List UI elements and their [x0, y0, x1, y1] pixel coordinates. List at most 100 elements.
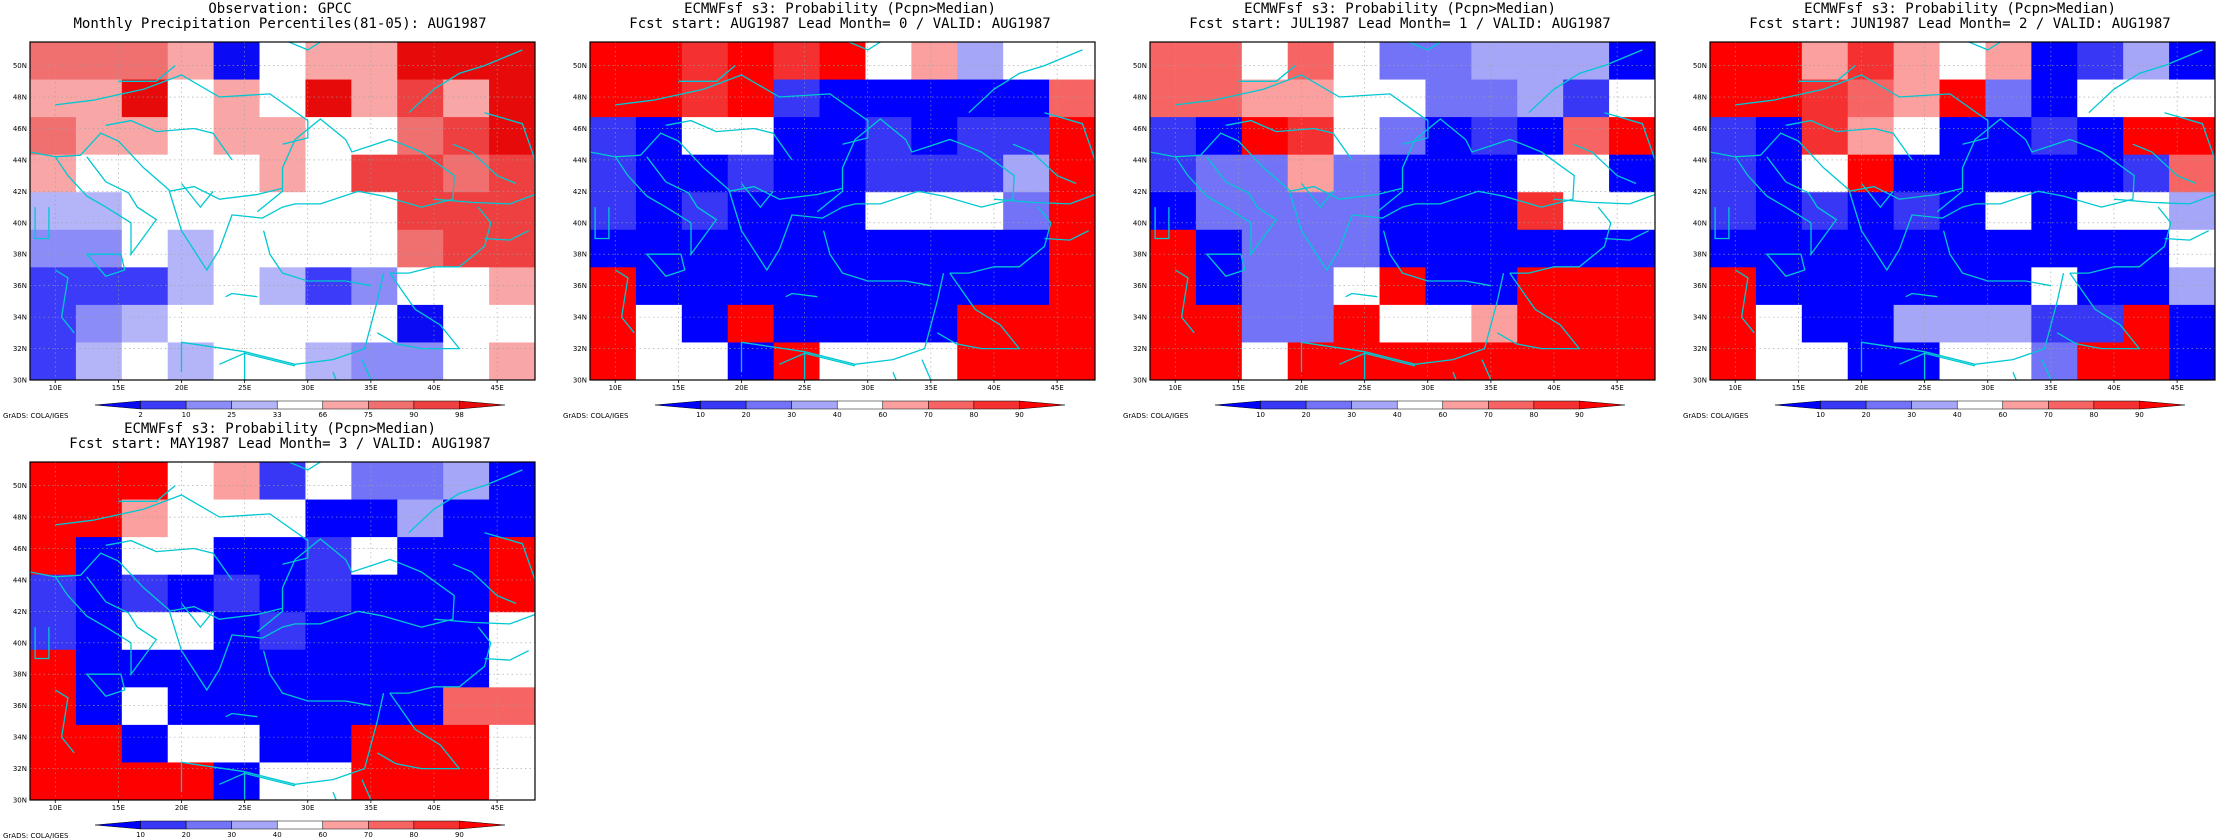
grid-cell	[1333, 229, 1381, 268]
coastline	[1382, 230, 1492, 287]
coastline	[408, 469, 523, 534]
colorbar-label: 20	[1862, 411, 1871, 419]
grid-cell	[1609, 342, 1656, 381]
coastline	[34, 627, 50, 660]
grid-cell	[635, 42, 683, 81]
colorbar-swatch	[322, 820, 369, 830]
grid-cell	[1241, 154, 1289, 193]
x-tick-label: 10E	[49, 384, 62, 392]
grid-cell	[213, 724, 261, 763]
grid-cell	[681, 304, 729, 343]
colorbar-swatch	[1214, 400, 1261, 410]
colorbar-label: 90	[455, 831, 464, 839]
coastline	[1765, 253, 1806, 277]
grid-cell	[2123, 42, 2170, 81]
grid-cell	[1517, 304, 1564, 343]
colorbar-swatch	[140, 400, 187, 410]
grid-cell	[2169, 117, 2216, 156]
grid-cell	[121, 499, 169, 538]
x-tick-label: 30E	[861, 384, 874, 392]
colorbar-label: 30	[1907, 411, 1916, 419]
grid-cell	[1003, 79, 1050, 118]
grid-cell	[1049, 304, 1096, 343]
y-tick-label: 44N	[573, 156, 587, 164]
coastline	[361, 359, 372, 380]
grid-cell	[1939, 42, 1986, 81]
x-tick-label: 40E	[2107, 384, 2120, 392]
y-tick-label: 40N	[1693, 219, 1707, 227]
colorbar-label: 40	[833, 411, 842, 419]
grid-cell	[1150, 42, 1197, 81]
grid-cell	[305, 267, 352, 306]
grid-cell	[681, 42, 729, 81]
grid-cell	[489, 537, 536, 576]
y-tick-label: 48N	[1133, 94, 1147, 102]
grid-cell	[121, 117, 169, 156]
grid-cell	[1563, 117, 1610, 156]
grid-cell	[397, 79, 444, 118]
grid-cell	[773, 229, 821, 268]
x-tick-label: 30E	[1981, 384, 1994, 392]
y-tick-label: 38N	[13, 251, 27, 259]
grid-cell	[30, 687, 77, 726]
colorbar-swatch	[185, 400, 232, 410]
y-tick-label: 42N	[13, 608, 27, 616]
grid-cell	[635, 229, 683, 268]
grid-cell	[1333, 79, 1381, 118]
coastline	[740, 272, 945, 373]
grid-cell	[1517, 79, 1564, 118]
grid-cell	[351, 117, 398, 156]
grid-cell	[1049, 267, 1096, 306]
colorbar-label: 40	[1953, 411, 1962, 419]
coastline	[1860, 272, 2065, 373]
grid-cell	[351, 574, 398, 613]
coastline	[85, 253, 126, 277]
map-panel: Observation: GPCC Monthly Precipitation P…	[0, 0, 560, 420]
grid-cell	[1241, 304, 1289, 343]
x-tick-label: 40E	[427, 384, 440, 392]
grid-cell	[121, 342, 169, 381]
y-tick-label: 32N	[1133, 345, 1147, 353]
grid-cell	[1710, 192, 1757, 231]
grid-cell	[1150, 342, 1197, 381]
x-tick-label: 20E	[735, 384, 748, 392]
grid-cell	[1755, 342, 1803, 381]
x-tick-label: 20E	[1295, 384, 1308, 392]
coastline	[1572, 143, 1637, 185]
coastline	[262, 650, 372, 707]
grid-cell	[167, 649, 215, 688]
grid-cell	[489, 304, 536, 343]
grid-cell	[305, 574, 352, 613]
map-canvas: 10E 15E 20E 25E 30E 35E 40E 45E 30N 32N 34N 36N 38N 4…	[1133, 41, 1656, 419]
grid-cell	[2031, 117, 2078, 156]
grid-cell	[635, 342, 683, 381]
coastline	[1300, 183, 1334, 209]
y-tick-label: 50N	[573, 62, 587, 70]
grid-cell	[443, 462, 490, 501]
x-tick-label: 35E	[924, 384, 937, 392]
y-tick-label: 46N	[573, 125, 587, 133]
y-tick-label: 32N	[13, 345, 27, 353]
colorbar-swatch	[276, 820, 324, 830]
grid-cell	[1150, 192, 1197, 231]
coastline	[484, 650, 529, 661]
grid-cell	[121, 762, 169, 801]
grid-cell	[1425, 42, 1472, 81]
y-tick-label: 38N	[1693, 251, 1707, 259]
grid-cell	[1801, 192, 1849, 231]
grid-cell	[773, 267, 821, 306]
grid-cell	[1985, 192, 2032, 231]
grid-cell	[1003, 304, 1050, 343]
grid-cell	[1471, 79, 1518, 118]
x-tick-label: 15E	[672, 384, 685, 392]
grid-cell	[957, 192, 1004, 231]
coastline	[1012, 143, 1077, 185]
grid-cell	[167, 537, 215, 576]
grid-cell	[443, 574, 490, 613]
coastline	[892, 371, 897, 380]
x-tick-label: 10E	[1169, 384, 1182, 392]
grid-cell	[167, 117, 215, 156]
grid-cell	[1985, 42, 2032, 81]
colorbar-swatch	[231, 400, 278, 410]
x-tick-label: 20E	[175, 384, 188, 392]
